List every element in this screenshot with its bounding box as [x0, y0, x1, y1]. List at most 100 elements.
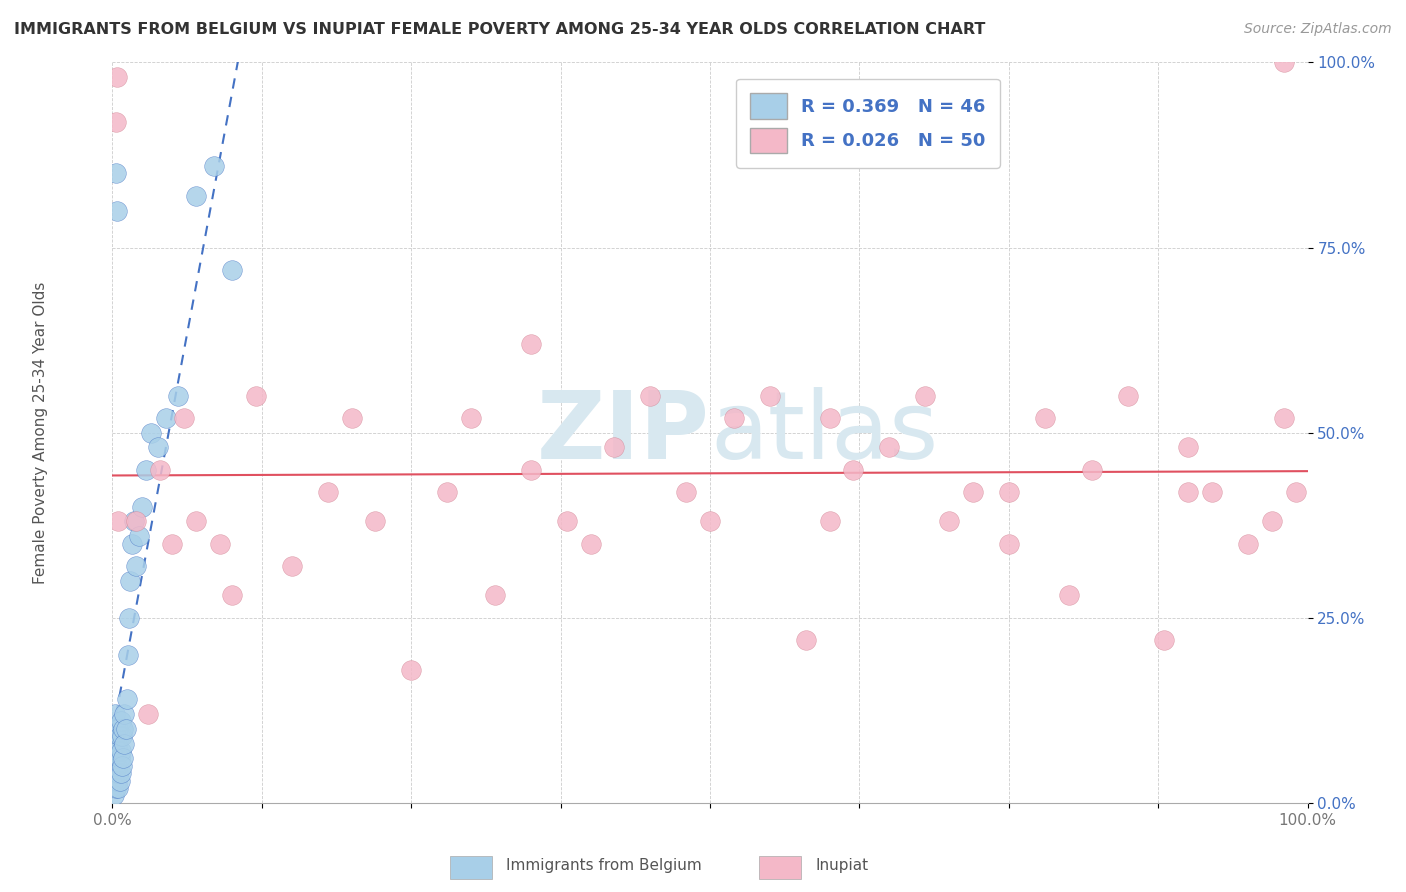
Point [121, 536, 143, 550]
Point [105, 737, 128, 751]
Point [125, 558, 148, 573]
Point [122, 515, 145, 529]
Point [131, 500, 153, 514]
Point [103, 773, 125, 788]
Point [110, 744, 132, 758]
Point [460, 410, 482, 425]
Point [1285, 484, 1308, 499]
Point [202, 159, 225, 173]
Point [436, 484, 458, 499]
Point [1272, 410, 1295, 425]
Point [107, 515, 129, 529]
Point [555, 515, 578, 529]
Point [146, 441, 169, 455]
Point [114, 706, 135, 721]
Text: Source: ZipAtlas.com: Source: ZipAtlas.com [1244, 22, 1392, 37]
Point [149, 462, 172, 476]
Point [104, 706, 127, 721]
Point [162, 536, 183, 550]
Point [120, 574, 142, 588]
Point [105, 114, 128, 128]
Point [1118, 388, 1140, 402]
Point [167, 388, 190, 402]
Point [104, 758, 127, 772]
Point [105, 773, 128, 788]
Point [603, 441, 626, 455]
Point [117, 648, 139, 662]
Point [105, 766, 128, 780]
Point [103, 789, 125, 803]
Text: IMMIGRANTS FROM BELGIUM VS INUPIAT FEMALE POVERTY AMONG 25-34 YEAR OLDS CORRELAT: IMMIGRANTS FROM BELGIUM VS INUPIAT FEMAL… [14, 22, 986, 37]
Point [111, 729, 134, 743]
Point [209, 536, 232, 550]
Point [998, 484, 1021, 499]
Point [107, 780, 129, 795]
Point [138, 706, 160, 721]
Legend: R = 0.369   N = 46, R = 0.026   N = 50: R = 0.369 N = 46, R = 0.026 N = 50 [735, 78, 1000, 168]
Point [484, 589, 506, 603]
Point [316, 484, 339, 499]
Point [112, 722, 135, 736]
Point [640, 388, 662, 402]
Point [104, 737, 127, 751]
Point [914, 388, 936, 402]
Point [759, 388, 782, 402]
Point [186, 188, 208, 202]
Point [1237, 536, 1260, 550]
Point [401, 663, 423, 677]
Point [105, 203, 128, 218]
Point [340, 410, 363, 425]
Point [111, 758, 134, 772]
Point [245, 388, 267, 402]
Point [794, 632, 817, 647]
Point [818, 515, 841, 529]
Text: Female Poverty Among 25-34 Year Olds: Female Poverty Among 25-34 Year Olds [34, 282, 48, 583]
Point [108, 773, 131, 788]
Point [1201, 484, 1223, 499]
Point [118, 610, 141, 624]
Point [938, 515, 960, 529]
Point [173, 410, 195, 425]
Point [281, 558, 304, 573]
Text: Inupiat: Inupiat [815, 858, 869, 872]
Point [1272, 55, 1295, 70]
Point [114, 737, 135, 751]
Point [998, 536, 1021, 550]
Point [1033, 410, 1056, 425]
Point [1153, 632, 1175, 647]
Point [520, 336, 543, 351]
Point [221, 589, 243, 603]
Point [128, 529, 150, 543]
Point [107, 744, 129, 758]
Point [1177, 484, 1199, 499]
Point [962, 484, 984, 499]
Point [842, 462, 865, 476]
Point [723, 410, 745, 425]
Point [520, 462, 543, 476]
Point [107, 722, 129, 736]
Point [112, 751, 135, 765]
Point [879, 441, 901, 455]
Point [699, 515, 721, 529]
Point [114, 722, 136, 736]
Point [110, 714, 132, 729]
Point [139, 425, 162, 440]
Point [108, 729, 131, 743]
Point [221, 262, 243, 277]
Point [1261, 515, 1284, 529]
Point [1057, 589, 1080, 603]
Text: ZIP: ZIP [537, 386, 710, 479]
Point [675, 484, 697, 499]
Point [105, 70, 128, 85]
Point [105, 722, 128, 736]
Point [110, 766, 132, 780]
Point [1177, 441, 1199, 455]
Point [115, 692, 138, 706]
Point [364, 515, 387, 529]
Point [579, 536, 602, 550]
Text: Immigrants from Belgium: Immigrants from Belgium [506, 858, 702, 872]
Point [186, 515, 208, 529]
Point [107, 766, 129, 780]
Point [135, 462, 157, 476]
Point [1081, 462, 1104, 476]
